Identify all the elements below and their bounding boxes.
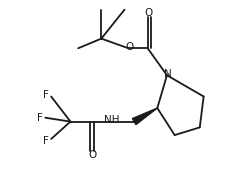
Text: F: F [43,136,49,146]
Text: O: O [125,42,133,52]
Polygon shape [132,108,157,125]
Text: F: F [37,113,43,123]
Text: F: F [43,90,49,100]
Text: NH: NH [104,115,120,125]
Text: O: O [89,150,97,160]
Text: O: O [144,8,153,18]
Text: N: N [164,69,172,79]
